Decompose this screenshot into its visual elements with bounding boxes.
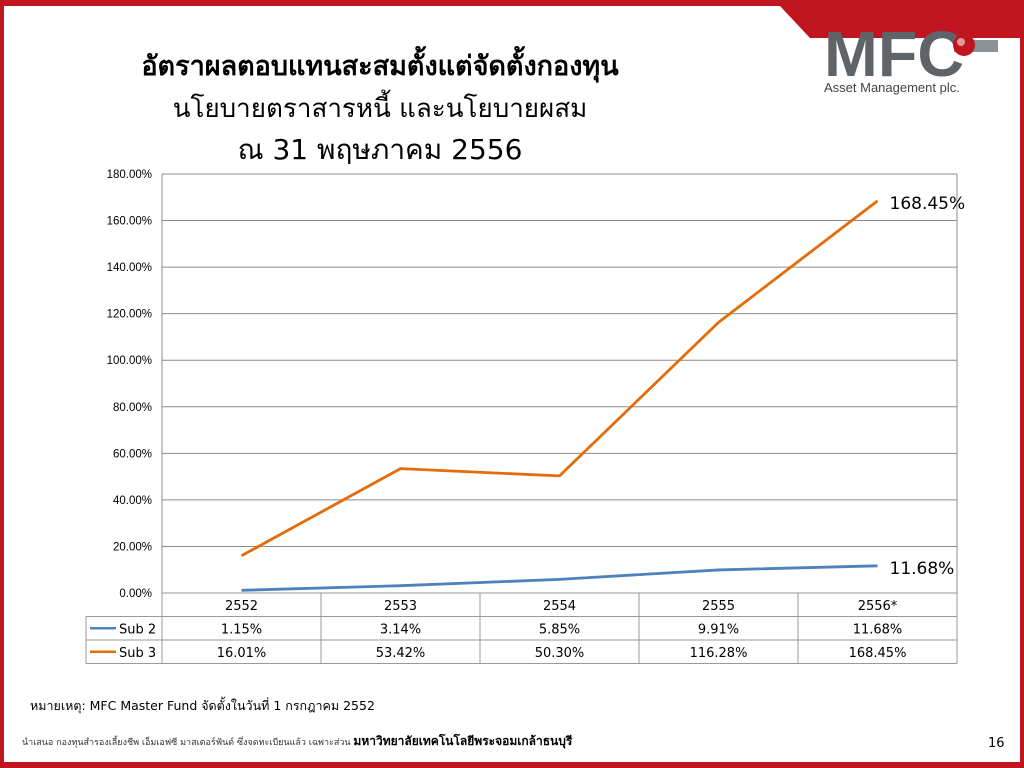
chart-title: อัตราผลตอบแทนสะสมตั้งแต่จัดตั้งกองทุน [141,51,619,82]
footer-institution: มหาวิทยาลัยเทคโนโลยีพระจอมเกล้าธนบุรี [353,734,573,748]
page-number: 16 [988,736,1005,751]
x-category-label: 2552 [225,599,258,614]
legend-series-name: Sub 3 [119,646,156,661]
x-category-label: 2555 [702,599,735,614]
table-cell-value: 9.91% [698,622,739,637]
x-category-label: 2556* [858,599,898,614]
y-tick-label: 160.00% [107,216,152,228]
series-lines [240,199,879,592]
y-tick-label: 0.00% [119,588,152,600]
table-cell-value: 11.68% [853,622,903,637]
data-label: 168.45% [890,194,966,214]
table-cell-value: 1.15% [221,622,262,637]
chart-subtitle: นโยบายตราสารหนี้ และนโยบายผสม [172,94,588,124]
y-tick-label: 20.00% [113,541,152,553]
y-tick-label: 100.00% [107,355,152,367]
logo-subtitle: Asset Management plc. [824,80,960,95]
series-line [240,199,879,557]
y-tick-label: 60.00% [113,448,152,460]
mfc-logo: MFC [824,18,998,90]
y-tick-label: 180.00% [107,169,152,181]
x-category-label: 2553 [384,599,417,614]
y-tick-label: 140.00% [107,262,152,274]
table-cell-value: 3.14% [380,622,421,637]
data-label: 11.68% [890,559,955,579]
table-cell-value: 16.01% [217,646,267,661]
data-table: 2552 2553 2554 2555 2556* Sub 2 1.15% 3.14% 5.85… [85,592,958,664]
table-cell-value: 116.28% [690,646,748,661]
end-labels: 11.68% 168.45% [890,194,966,579]
y-tick-label: 120.00% [107,309,152,321]
y-axis-ticks: 0.00% 20.00% 40.00% 60.00% 80.00% 100.00% 120.… [107,169,152,600]
legend-series-name: Sub 2 [119,622,156,637]
y-tick-label: 80.00% [113,402,152,414]
chart-date: ณ 31 พฤษภาคม 2556 [237,133,523,166]
table-cell-value: 50.30% [535,646,585,661]
footer-description: นำเสนอ กองทุนสำรองเลี้ยงชีพ เอ็มเอฟซี มา… [22,738,351,748]
x-category-label: 2554 [543,599,576,614]
table-cell-value: 168.45% [849,646,907,661]
series-line [241,564,878,592]
grid-lines [161,173,958,594]
table-cell-value: 5.85% [539,622,580,637]
logo-text: MFC [824,18,964,90]
footnote: หมายเหตุ: MFC Master Fund จัดตั้งในวันที… [30,698,375,713]
footer-text: นำเสนอ กองทุนสำรองเลี้ยงชีพ เอ็มเอฟซี มา… [22,732,572,751]
table-cell-value: 53.42% [376,646,426,661]
y-tick-label: 40.00% [113,495,152,507]
